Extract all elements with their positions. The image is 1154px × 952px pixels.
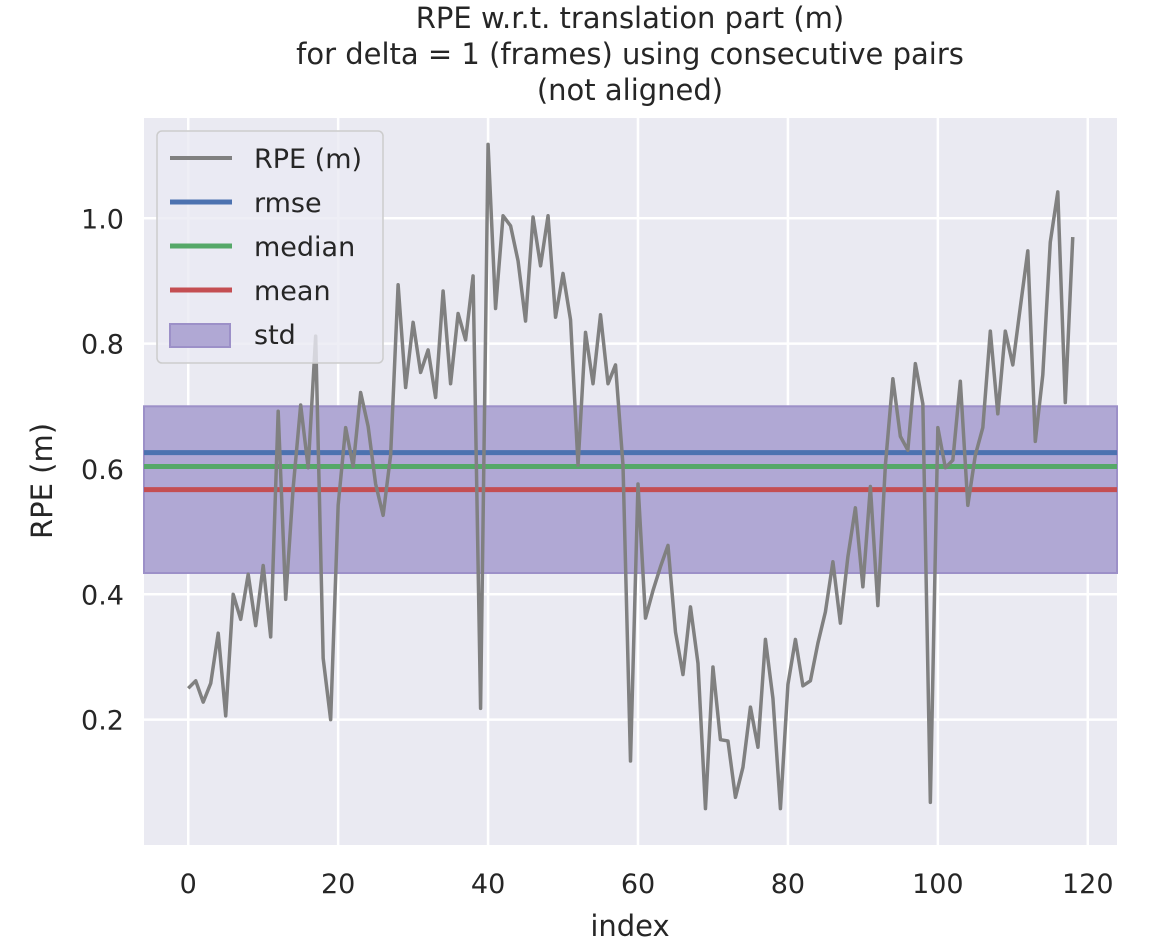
y-tick-label: 1.0 bbox=[81, 204, 124, 235]
legend-label-rmse: rmse bbox=[254, 188, 322, 219]
y-tick-label: 0.8 bbox=[81, 330, 124, 361]
x-tick-label: 80 bbox=[771, 869, 805, 900]
chart-title: RPE w.r.t. translation part (m) bbox=[416, 1, 844, 35]
y-tick-label: 0.4 bbox=[81, 580, 124, 611]
x-tick-label: 40 bbox=[471, 869, 505, 900]
legend-swatch-std bbox=[169, 323, 231, 348]
x-tick-label: 120 bbox=[1062, 869, 1114, 900]
chart-subtitle-line-1: for delta = 1 (frames) using consecutive… bbox=[296, 37, 964, 71]
chart-subtitle-line-2: (not aligned) bbox=[537, 73, 723, 107]
tick-labels: 0 20 40 60 80 100 120 0.2 0.4 0.6 0.8 1.0 bbox=[81, 204, 1113, 900]
legend-label-std: std bbox=[254, 320, 296, 351]
x-tick-label: 20 bbox=[321, 869, 355, 900]
x-tick-label: 0 bbox=[180, 869, 197, 900]
legend-label-rpe: RPE (m) bbox=[254, 144, 362, 175]
y-tick-label: 0.6 bbox=[81, 455, 124, 486]
y-tick-label: 0.2 bbox=[81, 706, 124, 737]
legend-box bbox=[156, 130, 384, 364]
legend-label-median: median bbox=[254, 232, 355, 263]
x-tick-label: 100 bbox=[912, 869, 964, 900]
y-axis-label: RPE (m) bbox=[25, 423, 59, 539]
x-tick-label: 60 bbox=[621, 869, 655, 900]
x-axis-label: index bbox=[590, 909, 669, 943]
legend-label-mean: mean bbox=[254, 276, 331, 307]
series-layer bbox=[186, 142, 1075, 811]
rpe-series-line bbox=[186, 142, 1075, 811]
legend: RPE (m) rmse median mean std bbox=[156, 130, 384, 364]
